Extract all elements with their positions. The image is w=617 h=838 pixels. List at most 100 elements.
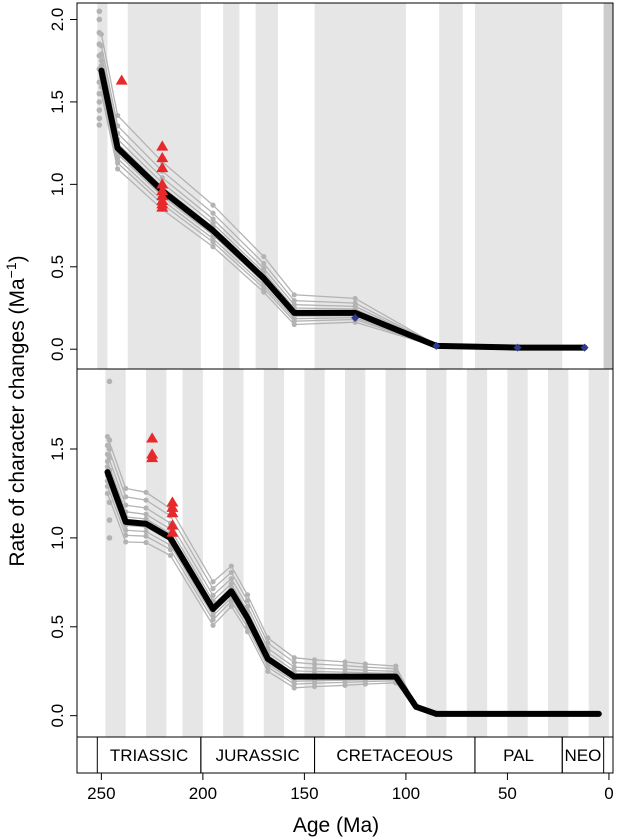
replicate-point: [106, 455, 113, 461]
replicate-point: [106, 378, 113, 385]
replicate-point: [228, 581, 234, 587]
replicate-point: [143, 528, 149, 535]
time-band: [426, 369, 447, 737]
x-tick-label: 150: [290, 784, 318, 803]
time-band: [345, 369, 366, 737]
time-band: [474, 3, 563, 369]
y-axis-title-close: ): [6, 255, 29, 262]
x-tick-label: 100: [392, 784, 420, 803]
x-tick-label: 250: [87, 784, 115, 803]
replicate-point: [393, 663, 399, 669]
y-tick-label: 1.5: [48, 90, 67, 114]
replicate-point: [210, 613, 216, 619]
replicate-point: [352, 295, 358, 302]
y-tick-label: 2.0: [48, 8, 67, 32]
replicate-point: [265, 635, 271, 641]
replicate-point: [244, 603, 251, 609]
time-band: [97, 3, 108, 369]
replicate-point: [210, 592, 216, 599]
replicate-point: [261, 253, 267, 260]
y-axes: 0.0 0.5 1.0 1.5 2.0 0.0 0.5 1.0 1.5: [48, 8, 77, 727]
replicate-point: [96, 115, 103, 122]
replicate-point: [106, 446, 113, 452]
replicate-point: [342, 659, 348, 665]
y-tick-label: 0.0: [48, 337, 67, 361]
replicate-point: [143, 539, 149, 546]
replicate-point: [210, 586, 216, 592]
time-band: [223, 3, 240, 369]
y-tick-label: 0.5: [48, 255, 67, 279]
triangle-marker: [156, 201, 169, 212]
replicate-point: [244, 598, 251, 604]
replicate-point: [311, 657, 318, 663]
replicate-point: [115, 112, 121, 119]
replicate-point: [123, 532, 129, 538]
replicate-point: [210, 617, 216, 623]
period-label: JURASSIC: [216, 746, 300, 765]
replicate-point: [96, 90, 103, 97]
replicate-point: [106, 517, 113, 523]
time-band: [105, 369, 126, 737]
period-box: [561, 736, 605, 774]
x-axis-title: Age (Ma): [293, 814, 379, 837]
period-label: NEO: [565, 746, 602, 765]
replicate-point: [311, 661, 318, 667]
time-band: [548, 369, 569, 737]
triangle-marker: [156, 178, 169, 189]
time-band: [146, 369, 167, 737]
replicate-point: [210, 216, 216, 222]
y-tick-label: 1.0: [48, 526, 67, 550]
replicate-point: [96, 99, 103, 105]
replicate-point: [96, 107, 103, 113]
period-label: TRIASSIC: [110, 746, 188, 765]
replicate-point: [143, 497, 149, 503]
x-axis: 250 200 150 100 50 0: [87, 773, 614, 803]
triangle-marker: [166, 496, 179, 507]
neogene-band: [603, 3, 613, 369]
top-panel: [76, 2, 614, 370]
time-band: [263, 369, 285, 737]
replicate-point: [291, 302, 297, 308]
triangle-marker: [166, 519, 179, 530]
replicate-point: [291, 292, 297, 298]
replicate-point: [96, 16, 103, 23]
replicate-point: [115, 166, 121, 172]
replicate-point: [143, 511, 149, 517]
replicate-point: [291, 664, 297, 670]
replicate-point: [342, 662, 348, 669]
replicate-point: [228, 603, 234, 609]
replicate-point: [261, 265, 267, 272]
triangle-marker: [166, 526, 179, 537]
period-label: CRETACEOUS: [336, 746, 453, 765]
replicate-point: [265, 668, 271, 674]
replicate-point: [123, 527, 129, 533]
replicate-point: [210, 579, 216, 585]
replicate-point: [115, 160, 121, 166]
replicate-point: [210, 220, 216, 227]
triangle-marker: [156, 151, 169, 163]
y-axis-title-superscript: −1: [3, 262, 19, 278]
y-tick-label: 0.5: [48, 615, 67, 639]
replicate-point: [291, 659, 297, 666]
y-tick-label: 1.0: [48, 173, 67, 197]
replicate-point: [96, 8, 103, 15]
time-band: [439, 3, 463, 369]
replicate-point: [228, 563, 234, 569]
period-bar: TRIASSIC JURASSIC CRETACEOUS PAL NEO: [76, 736, 614, 774]
time-band: [255, 3, 278, 369]
mean-line: [104, 469, 602, 717]
replicate-point: [96, 52, 103, 59]
time-band: [304, 369, 325, 737]
replicate-point: [143, 489, 149, 495]
time-band: [223, 369, 244, 737]
time-band: [466, 369, 488, 737]
triangle-marker: [156, 140, 169, 151]
replicate-point: [159, 175, 165, 181]
mean-line: [98, 67, 588, 351]
time-band: [588, 369, 609, 737]
triangle-marker: [115, 74, 128, 85]
replicate-point: [106, 535, 113, 541]
triangle-marker: [166, 501, 179, 512]
replicate-point: [210, 622, 216, 628]
x-tick-label: 50: [498, 784, 517, 803]
